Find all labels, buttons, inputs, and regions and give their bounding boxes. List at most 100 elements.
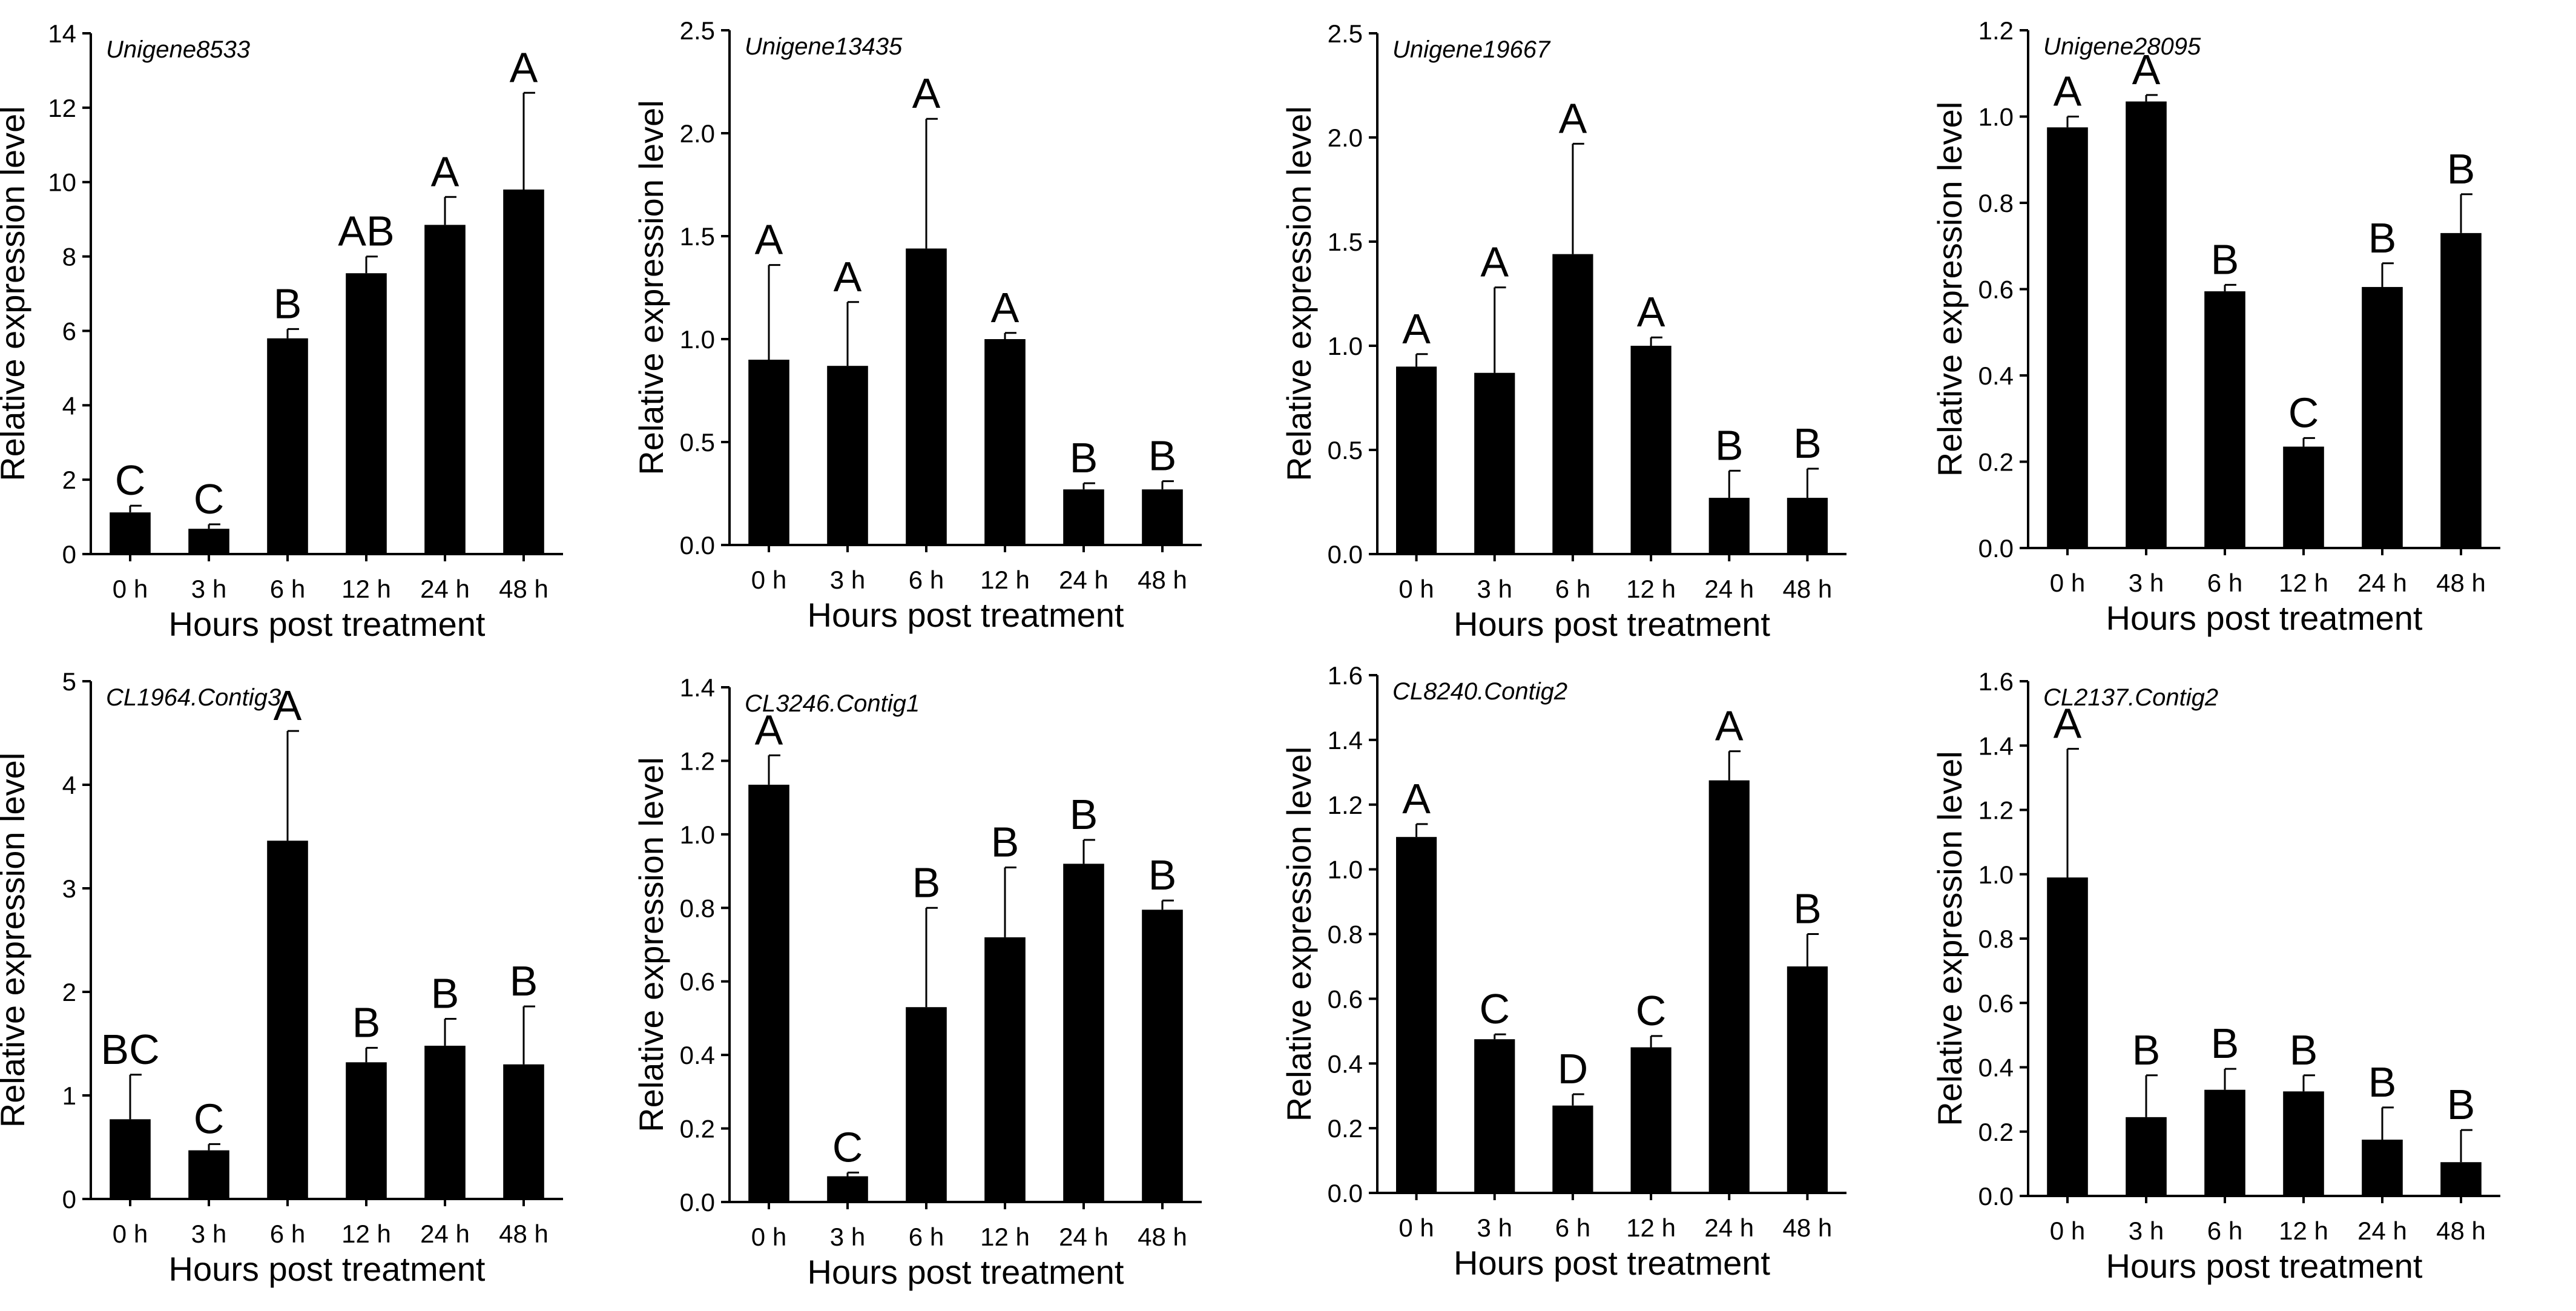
x-axis-title: Hours post treatment [169,1250,486,1288]
significance-letter: BC [100,1026,159,1073]
gene-title: Unigene19667 [1392,36,1551,63]
gene-title: CL2137.Contig2 [2043,684,2218,711]
y-tick-label: 1.5 [1328,228,1363,256]
y-tick-label: 1.6 [1978,667,2014,696]
significance-letter: B [991,819,1020,866]
y-tick-label: 0.0 [1328,1179,1363,1207]
y-tick-label: 0.0 [680,531,715,560]
bar [1474,372,1515,554]
x-tick-label: 48 h [499,1220,548,1248]
y-tick-label: 1.2 [1328,791,1363,819]
x-tick-label: 12 h [341,1220,391,1248]
y-axis-title: Relative expression level [1931,751,1969,1126]
gene-title: CL1964.Contig3 [106,684,281,711]
significance-letter: C [115,457,146,504]
bar [1063,864,1104,1202]
x-axis-title: Hours post treatment [2106,1247,2423,1285]
gene-title: Unigene28095 [2043,33,2201,60]
y-tick-label: 1.0 [1978,103,2014,131]
significance-letter: A [1637,288,1665,335]
x-axis-title: Hours post treatment [808,1253,1124,1291]
significance-letter: B [1715,421,1744,469]
y-tick-label: 1.6 [1328,661,1363,690]
y-tick-label: 1.0 [1978,860,2014,889]
y-axis-title: Relative expression level [1280,106,1318,481]
bar [346,1062,387,1199]
y-axis-title: Relative expression level [632,100,670,475]
chart-panel: 0.0 0.2 0.4 0.6 0.8 1.0 1.2 0 h A 3 h A 6 h B 12 h C 24… [1931,16,2500,637]
chart-panel: 0.0 0.2 0.4 0.6 0.8 1.0 1.2 1.4 0 h A 3 h C 6 h B 12 h… [632,673,1202,1291]
x-tick-label: 6 h [270,575,305,603]
x-tick-label: 0 h [2050,569,2085,597]
x-tick-label: 24 h [420,575,470,603]
y-tick-label: 1.0 [1328,856,1363,884]
x-tick-label: 12 h [2279,1217,2328,1245]
y-tick-label: 1 [62,1081,76,1110]
y-tick-label: 0.4 [680,1041,715,1069]
bar [748,360,789,545]
bar [424,225,466,554]
bar [1474,1039,1515,1193]
bar [188,1150,229,1199]
y-tick-label: 2.5 [680,16,715,45]
bar [2362,286,2403,548]
x-tick-label: 48 h [1138,1223,1187,1251]
significance-letter: A [2054,700,2082,747]
significance-letter: C [194,475,225,523]
x-tick-label: 24 h [1059,566,1108,594]
bar [503,190,544,554]
gene-title: CL3246.Contig1 [745,690,920,717]
significance-letter: B [1070,434,1098,481]
chart-panel: 0 1 2 3 4 5 0 h BC 3 h C 6 h A 12 h B 24 h B 48 h B CL1964… [0,667,563,1288]
significance-letter: B [2290,1026,2318,1074]
significance-letter: C [1479,985,1510,1032]
bar [748,784,789,1202]
y-tick-label: 0.8 [680,894,715,922]
significance-letter: B [1070,791,1098,838]
significance-letter: A [1559,94,1587,142]
significance-letter: B [1148,432,1177,480]
y-tick-label: 1.4 [1328,726,1363,755]
significance-letter: B [1793,885,1822,933]
significance-letter: C [1636,987,1667,1034]
x-axis-title: Hours post treatment [808,596,1124,634]
y-axis-title: Relative expression level [632,757,670,1132]
bar [2047,877,2088,1196]
y-tick-label: 12 [48,94,76,122]
x-tick-label: 3 h [1477,1214,1512,1242]
significance-letter: A [2132,46,2161,93]
bar [1787,498,1828,554]
y-tick-label: 6 [62,317,76,345]
y-tick-label: 0.6 [1978,276,2014,304]
y-tick-label: 0.6 [1978,989,2014,1017]
x-tick-label: 3 h [830,1223,865,1251]
y-tick-label: 0.4 [1978,362,2014,390]
y-tick-label: 0.5 [680,428,715,457]
significance-letter: A [274,682,302,729]
x-tick-label: 6 h [909,1223,944,1251]
y-tick-label: 0.2 [1328,1114,1363,1143]
x-tick-label: 0 h [2050,1217,2085,1245]
x-tick-label: 48 h [1783,1214,1833,1242]
bar [1396,366,1437,554]
significance-letter: A [991,284,1020,331]
x-tick-label: 12 h [1626,1214,1676,1242]
bar [984,339,1026,545]
x-axis-title: Hours post treatment [1454,605,1770,643]
significance-letter: A [834,253,862,300]
x-tick-label: 3 h [2129,569,2164,597]
y-tick-label: 4 [62,771,76,799]
y-tick-label: 0.5 [1328,436,1363,464]
x-tick-label: 12 h [1626,575,1676,603]
y-tick-label: 0.0 [1328,540,1363,569]
x-axis-title: Hours post treatment [2106,599,2423,637]
x-tick-label: 48 h [2436,1217,2486,1245]
bar [2362,1140,2403,1196]
significance-letter: A [431,148,460,195]
x-tick-label: 6 h [1555,575,1590,603]
bar [1708,498,1750,554]
bar [2126,101,2167,548]
bar [188,529,229,554]
x-tick-label: 24 h [1059,1223,1108,1251]
x-tick-label: 3 h [191,1220,226,1248]
